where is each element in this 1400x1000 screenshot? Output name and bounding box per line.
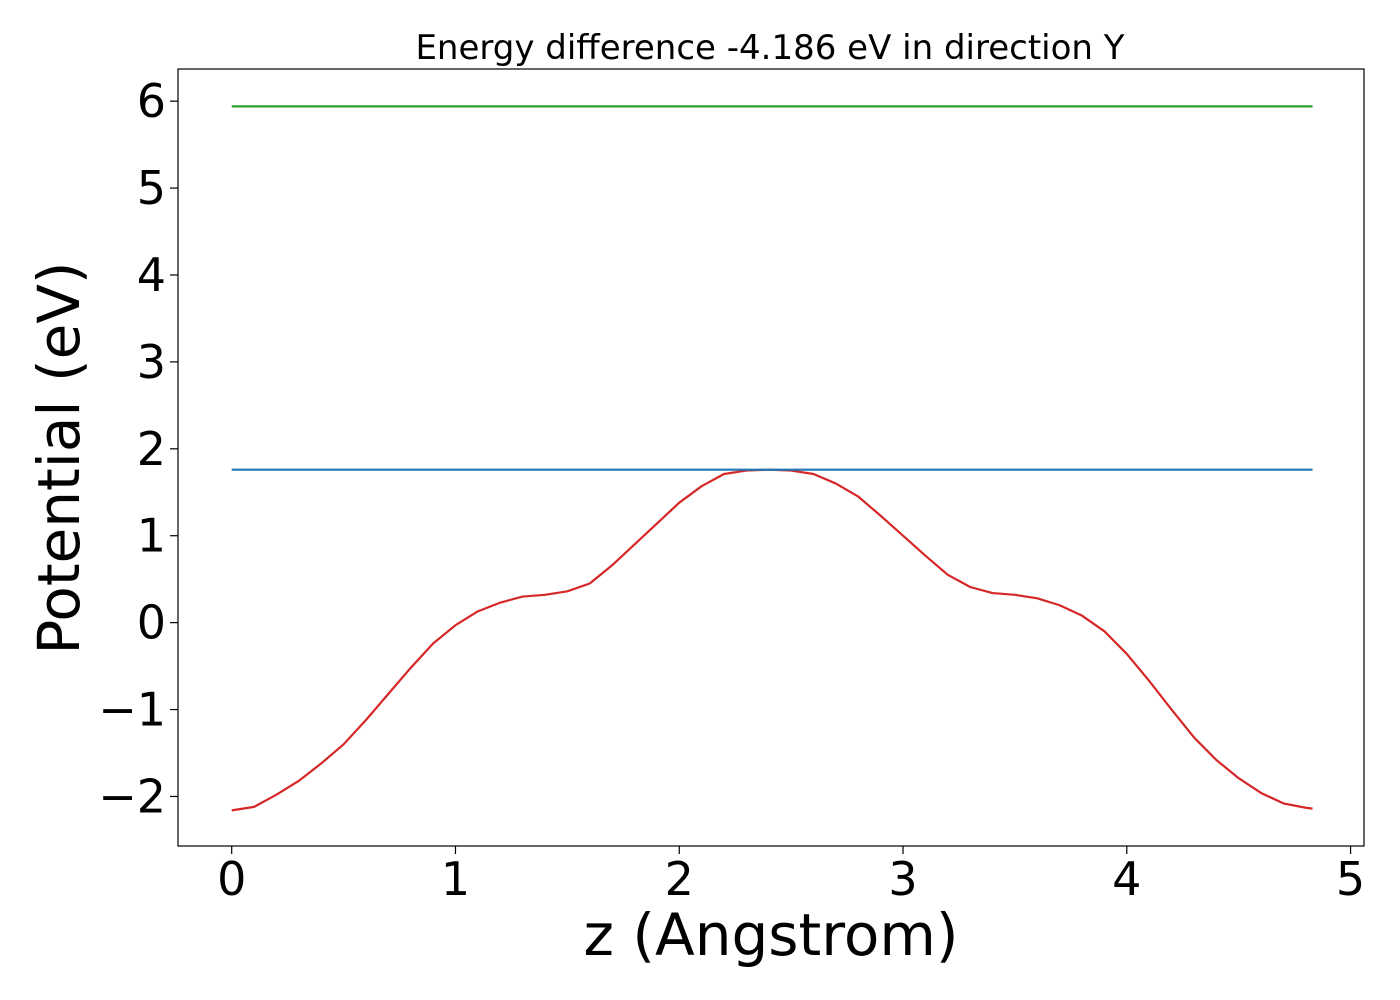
chart-title: Energy difference -4.186 eV in direction…: [415, 28, 1124, 68]
y-axis: −2 −1 0 1 2 3 4 5 6: [98, 74, 178, 823]
x-axis-label: z (Angstrom): [584, 901, 959, 969]
y-tick-label: 1: [137, 509, 166, 563]
x-axis: 0 1 2 3 4 5: [217, 846, 1365, 906]
y-tick-label: 5: [137, 161, 166, 215]
plot-area: [231, 105, 1313, 812]
y-tick-label: 2: [137, 422, 166, 476]
series-line-0: [231, 468, 1313, 812]
plot-frame: [177, 68, 1365, 847]
x-tick-label: 3: [888, 852, 917, 906]
x-tick-label: 2: [665, 852, 694, 906]
y-axis-label: Potential (eV): [25, 261, 93, 654]
x-tick-label: 1: [441, 852, 470, 906]
y-tick-label: 6: [137, 74, 166, 128]
y-tick-label: −1: [98, 683, 166, 737]
x-tick-label: 0: [217, 852, 246, 906]
x-tick-label: 4: [1112, 852, 1141, 906]
y-tick-label: 4: [137, 248, 166, 302]
y-tick-label: 3: [137, 335, 166, 389]
y-tick-label: −2: [98, 769, 166, 823]
x-tick-label: 5: [1336, 852, 1365, 906]
y-tick-label: 0: [137, 596, 166, 650]
